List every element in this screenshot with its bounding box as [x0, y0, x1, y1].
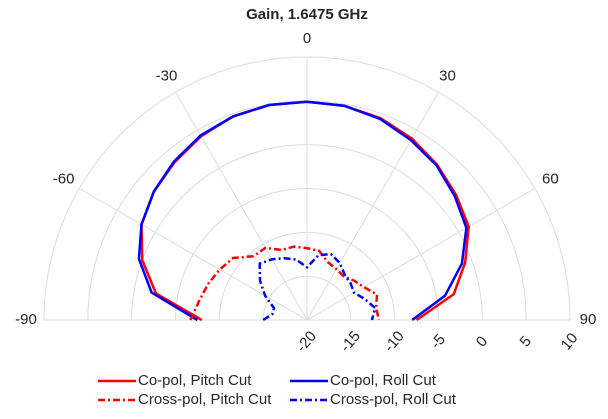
- legend-label: Co-pol, Roll Cut: [330, 372, 437, 389]
- legend-label: Cross-pol, Roll Cut: [330, 391, 457, 408]
- series-line: [137, 100, 468, 322]
- r-tick-label: 10: [558, 330, 582, 354]
- grid-spoke: [306, 188, 536, 321]
- theta-tick-label: -30: [156, 68, 178, 85]
- r-tick-label: -20: [293, 328, 320, 356]
- grid-spoke: [78, 188, 308, 321]
- series-line: [258, 252, 377, 322]
- r-tick-label: -5: [427, 331, 449, 352]
- legend-label: Cross-pol, Pitch Cut: [138, 391, 272, 408]
- theta-tick-label: 60: [542, 170, 559, 187]
- series-line: [189, 245, 381, 321]
- theta-tick-label: -60: [53, 170, 75, 187]
- r-tick-label: -10: [381, 328, 408, 356]
- grid-spoke: [306, 91, 439, 321]
- r-tick-label: -15: [337, 328, 364, 356]
- r-tick-label: 0: [473, 333, 491, 350]
- legend-label: Co-pol, Pitch Cut: [138, 372, 252, 389]
- theta-tick-label: -90: [15, 311, 37, 328]
- theta-tick-label: 0: [303, 30, 311, 47]
- theta-tick-label: 90: [580, 311, 597, 328]
- chart-title: Gain, 1.6475 GHz: [246, 6, 368, 23]
- r-tick-label: 5: [517, 333, 535, 350]
- theta-tick-label: 30: [439, 68, 456, 85]
- grid-spoke: [175, 91, 308, 321]
